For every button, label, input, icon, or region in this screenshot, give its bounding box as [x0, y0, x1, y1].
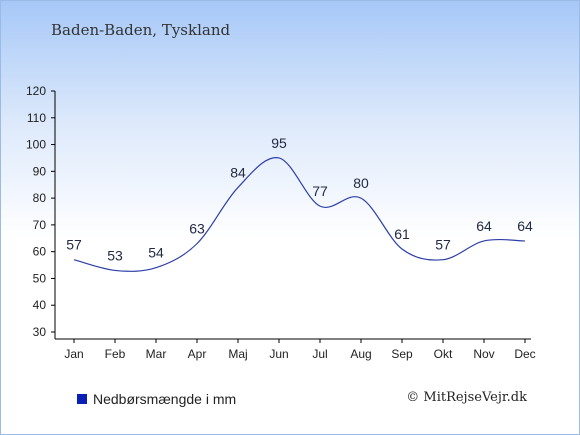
y-tick-label: 100: [26, 138, 46, 152]
x-tick-label: Apr: [188, 347, 207, 361]
x-tick-label: Feb: [105, 347, 126, 361]
data-label: 80: [353, 175, 369, 191]
y-tick-label: 120: [26, 84, 46, 98]
data-label: 54: [148, 245, 164, 261]
legend-swatch: [77, 394, 87, 404]
y-tick-label: 90: [33, 164, 47, 178]
x-tick-label: Jun: [269, 347, 288, 361]
y-tick-label: 60: [33, 245, 47, 259]
x-tick-label: Nov: [473, 347, 494, 361]
chart-title: Baden-Baden, Tyskland: [51, 21, 231, 39]
x-tick-label: Jul: [312, 347, 327, 361]
data-label: 53: [107, 247, 123, 263]
data-label: 64: [476, 218, 492, 234]
data-label: 61: [394, 226, 410, 242]
y-tick-label: 50: [33, 271, 47, 285]
data-label: 84: [230, 164, 246, 180]
x-tick-label: Sep: [391, 347, 413, 361]
y-tick-label: 80: [33, 191, 47, 205]
x-tick-label: Maj: [228, 347, 247, 361]
x-tick-label: Jan: [64, 347, 83, 361]
data-label: 64: [517, 218, 533, 234]
y-tick-label: 30: [33, 325, 47, 339]
y-tick-label: 110: [27, 111, 46, 125]
x-tick-label: Mar: [146, 347, 167, 361]
legend: Nedbørsmængde i mm: [77, 391, 236, 407]
data-label: 95: [271, 135, 287, 151]
legend-label: Nedbørsmængde i mm: [93, 391, 237, 407]
x-tick-label: Aug: [350, 347, 371, 361]
series-line: [73, 157, 526, 272]
y-tick-label: 40: [33, 298, 47, 312]
x-tick-label: Okt: [434, 347, 453, 361]
data-label: 77: [312, 183, 328, 199]
data-label: 57: [66, 237, 82, 253]
x-tick-label: Dec: [514, 347, 535, 361]
data-label: 63: [189, 221, 205, 237]
credit-text: © MitRejseVejr.dk: [406, 390, 527, 405]
y-tick-label: 70: [33, 218, 47, 232]
data-label: 57: [435, 237, 451, 253]
